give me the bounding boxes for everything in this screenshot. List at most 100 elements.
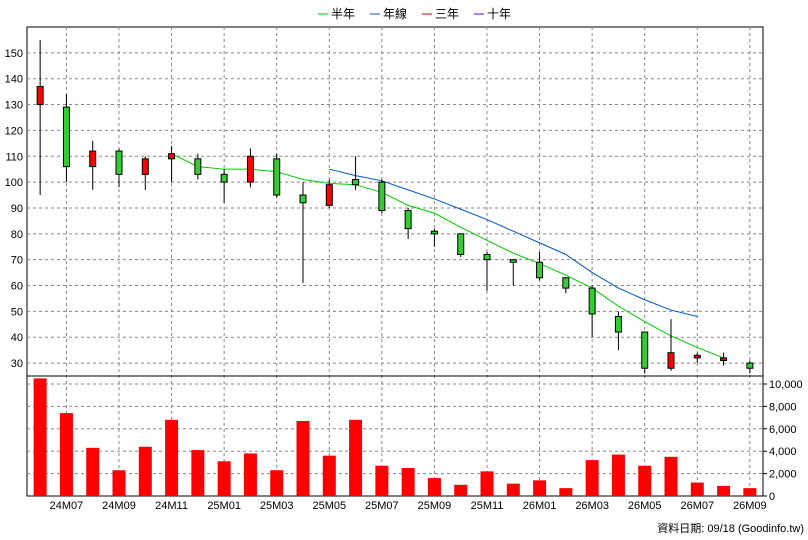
- candle-body: [588, 287, 596, 315]
- volume-tick-label: 8,000: [769, 401, 797, 413]
- candle-body: [246, 155, 254, 183]
- volume-bar: [585, 460, 599, 496]
- volume-bar: [165, 419, 179, 496]
- legend-label: 半年: [331, 7, 355, 21]
- price-tick-label: 30: [11, 358, 23, 370]
- candle-body: [89, 150, 97, 168]
- x-tick-label: 25M05: [312, 500, 346, 512]
- volume-bar: [533, 480, 547, 496]
- volume-bar: [33, 378, 47, 496]
- volume-bar: [717, 485, 731, 496]
- candle-body: [115, 150, 123, 175]
- volume-bar: [217, 461, 231, 496]
- volume-tick-label: 0: [769, 491, 775, 503]
- candle-body: [168, 153, 176, 160]
- candle-body: [562, 277, 570, 289]
- candle-body: [457, 233, 465, 255]
- candle-body: [536, 261, 544, 279]
- price-tick-label: 110: [5, 151, 23, 163]
- candle-body: [352, 179, 360, 186]
- volume-bar: [59, 413, 73, 496]
- volume-bar: [427, 478, 441, 496]
- price-panel: 30 40 50 60 70 80 90 100 110 120 130 140 150: [5, 26, 764, 496]
- price-tick-label: 70: [11, 255, 23, 267]
- candle-body: [509, 259, 517, 263]
- year-ma-line: [329, 168, 698, 318]
- volume-frame: [26, 375, 764, 497]
- half-year-ma-line: [171, 153, 724, 359]
- x-tick-label: 25M07: [365, 500, 399, 512]
- candle-body: [220, 173, 228, 183]
- legend-label: 十年: [487, 7, 511, 21]
- candle-body: [299, 194, 307, 204]
- volume-bar: [243, 453, 257, 496]
- x-axis: 24M07 24M09 24M11 25M01 25M03 25M05 25M07 25M09…: [50, 500, 767, 512]
- price-frame: [26, 26, 764, 377]
- x-tick-label: 26M01: [523, 500, 557, 512]
- price-tick-label: 60: [11, 281, 23, 293]
- volume-bar: [138, 446, 152, 496]
- price-tick-label: 90: [11, 203, 23, 215]
- candle-body: [693, 354, 701, 359]
- candle-body: [430, 230, 438, 235]
- volume-bar: [375, 465, 389, 496]
- x-tick-label: 26M03: [575, 500, 609, 512]
- volume-panel: 0 2,000 4,000 6,000 8,000 10,000: [26, 375, 803, 503]
- volume-tick-label: 4,000: [769, 446, 797, 458]
- candle-body: [720, 357, 728, 361]
- legend-label: 三年: [435, 7, 459, 21]
- volume-bar: [690, 482, 704, 496]
- volume-bar: [559, 488, 573, 496]
- volume-bar: [743, 488, 757, 496]
- price-tick-label: 80: [11, 229, 23, 241]
- legend: 半年 年線 三年 十年: [318, 6, 511, 21]
- volume-tick-label: 2,000: [769, 469, 797, 481]
- volume-bar: [349, 419, 363, 496]
- volume-tick-label: 10,000: [769, 379, 803, 391]
- volume-bar: [401, 468, 415, 496]
- x-tick-label: 26M05: [628, 500, 662, 512]
- volume-bar: [86, 447, 100, 496]
- candle-body: [194, 158, 202, 175]
- x-tick-label: 24M11: [155, 500, 188, 512]
- volume-bar: [480, 471, 494, 496]
- candle-body: [667, 352, 675, 369]
- price-tick-label: 140: [5, 74, 23, 86]
- x-tick-label: 26M07: [680, 500, 714, 512]
- x-tick-label: 24M07: [50, 500, 84, 512]
- volume-bar: [638, 465, 652, 496]
- volume-bar: [191, 450, 205, 496]
- candle-body: [62, 106, 70, 168]
- x-tick-label: 24M09: [102, 500, 136, 512]
- price-tick-label: 40: [11, 332, 23, 344]
- volume-tick-label: 6,000: [769, 424, 797, 436]
- x-tick-label: 25M03: [260, 500, 294, 512]
- volume-bar: [454, 484, 468, 496]
- candle-body: [746, 362, 754, 369]
- candle-body: [483, 253, 491, 261]
- x-tick-label: 25M01: [207, 500, 241, 512]
- price-tick-label: 120: [5, 125, 23, 137]
- candle-body: [378, 181, 386, 212]
- price-tick-label: 50: [11, 306, 23, 318]
- volume-bar: [112, 470, 126, 496]
- volume-bar: [270, 470, 284, 496]
- volume-bar: [664, 456, 678, 496]
- x-tick-label: 26M09: [733, 500, 767, 512]
- candle-body: [141, 158, 149, 175]
- candle-body: [325, 184, 333, 206]
- candle-body: [36, 85, 44, 106]
- volume-bar: [296, 420, 310, 496]
- volume-bar: [506, 483, 520, 496]
- volume-bar: [611, 454, 625, 496]
- price-tick-label: 150: [5, 48, 23, 60]
- candle-body: [614, 316, 622, 333]
- price-tick-label: 100: [5, 177, 23, 189]
- volume-bar: [322, 455, 336, 496]
- data-date-footer: 資料日期: 09/18 (Goodinfo.tw): [657, 521, 804, 535]
- x-tick-label: 25M09: [418, 500, 452, 512]
- x-tick-label: 25M11: [471, 500, 504, 512]
- price-tick-label: 130: [5, 100, 23, 112]
- legend-label: 年線: [383, 6, 407, 21]
